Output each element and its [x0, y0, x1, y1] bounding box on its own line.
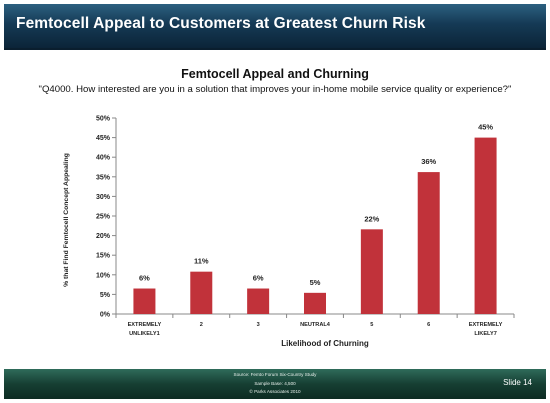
bar — [474, 137, 497, 314]
bar — [304, 292, 326, 314]
y-tick-label: 45% — [96, 135, 111, 142]
y-tick-label: 10% — [96, 272, 111, 279]
y-tick-label: 35% — [96, 174, 111, 181]
slide-title: Femtocell Appeal to Customers at Greates… — [16, 15, 426, 32]
bar — [247, 288, 270, 314]
y-tick-label: 20% — [96, 233, 111, 240]
bar — [417, 172, 440, 314]
y-tick-label: 0% — [100, 312, 111, 319]
chart-subtitle: "Q4000. How interested are you in a solu… — [38, 84, 512, 95]
y-tick-label: 50% — [96, 116, 111, 123]
y-tick-label: 30% — [96, 194, 111, 201]
y-axis-title: % that Find Femtocell Concept Appealing — [63, 153, 70, 287]
footer-source: Source: Femto Forum Six-Country Study Sa… — [4, 371, 546, 397]
x-tick-label: 3 — [257, 322, 260, 328]
x-axis-title: Likelihood of Churning — [281, 339, 369, 348]
data-label: 36% — [421, 157, 436, 166]
x-tick-label: LIKELY7 — [474, 331, 497, 337]
slide-number: Slide 14 — [503, 378, 532, 387]
footer-line-sample: Sample Base: 4,500 — [254, 380, 296, 386]
x-tick-label: EXTREMELY — [128, 322, 162, 328]
data-label: 22% — [364, 214, 379, 223]
footer-bar: Source: Femto Forum Six-Country Study Sa… — [4, 369, 546, 399]
y-tick-label: 40% — [96, 155, 111, 162]
x-tick-label: 2 — [200, 322, 203, 328]
x-tick-label: UNLIKELY1 — [129, 331, 160, 337]
x-tick-label: NEUTRAL4 — [300, 322, 331, 328]
chart-title: Femtocell Appeal and Churning — [181, 67, 369, 81]
bar — [360, 229, 383, 314]
data-label: 6% — [253, 274, 264, 283]
footer-line-source: Source: Femto Forum Six-Country Study — [233, 372, 317, 377]
data-label: 45% — [478, 123, 493, 132]
x-tick-label: 6 — [427, 322, 430, 328]
y-tick-label: 25% — [96, 214, 111, 221]
title-banner: Femtocell Appeal to Customers at Greates… — [4, 4, 546, 50]
data-label: 6% — [139, 274, 150, 283]
y-tick-label: 15% — [96, 253, 111, 260]
y-tick-label: 5% — [100, 292, 111, 299]
data-label: 5% — [310, 278, 321, 287]
x-tick-label: EXTREMELY — [469, 322, 503, 328]
x-tick-label: 5 — [370, 322, 373, 328]
data-label: 11% — [194, 257, 209, 266]
bar — [133, 288, 156, 314]
bar — [190, 271, 213, 314]
footer-line-copyright: © Parks Associates 2010 — [249, 389, 301, 394]
